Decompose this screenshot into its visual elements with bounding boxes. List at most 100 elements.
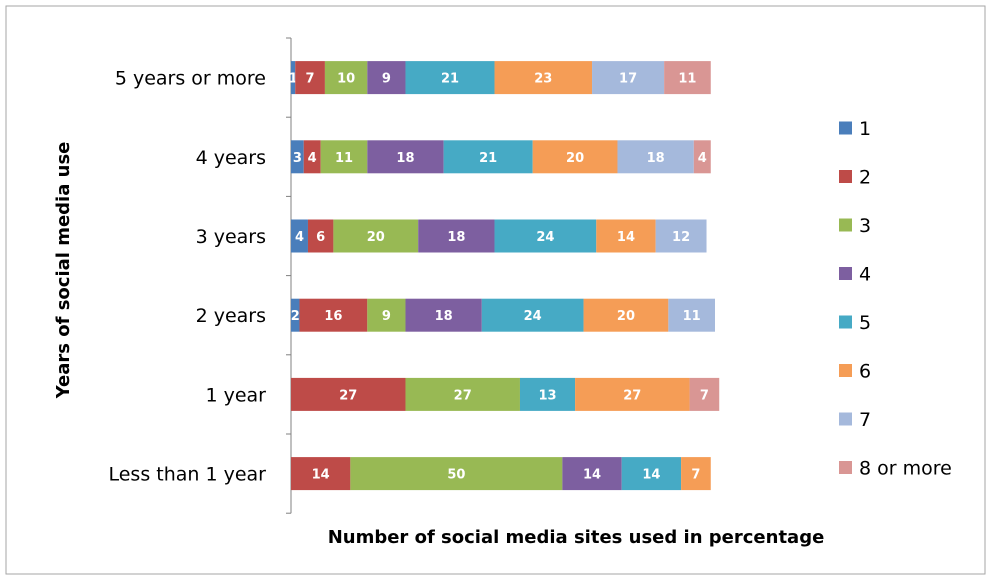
- bar-segment: [291, 377, 406, 411]
- data-label: 9: [382, 72, 391, 87]
- bar-segment: [481, 298, 584, 332]
- bar-segment: [367, 61, 406, 95]
- bar-segment: [405, 61, 495, 95]
- bar-segment: [664, 61, 711, 95]
- category-label: 3 years: [196, 226, 266, 248]
- bars: 1 7 10 9 21 23 17 113 4 11 18 21 20 18 44 6 20 18 24 14 122 1…: [289, 61, 720, 491]
- legend-label: 2: [859, 167, 871, 189]
- data-label: 20: [367, 230, 385, 245]
- bar-segment: [443, 140, 533, 174]
- bar-segment: [405, 377, 520, 411]
- legend-label: 5: [859, 312, 871, 334]
- data-label: 20: [617, 309, 635, 324]
- bar-segment: [295, 61, 325, 95]
- legend-label: 7: [859, 409, 871, 431]
- data-label: 18: [647, 151, 665, 166]
- bar-segment: [693, 140, 711, 174]
- bar-segment: [320, 140, 368, 174]
- bar-segment: [418, 219, 495, 253]
- data-label: 17: [619, 72, 637, 87]
- data-label: 10: [337, 72, 355, 87]
- data-label: 7: [691, 468, 700, 483]
- bar-segment: [350, 457, 563, 491]
- legend-swatch: [839, 121, 852, 135]
- data-label: 7: [700, 388, 709, 403]
- legend-label: 4: [859, 264, 871, 286]
- category-label: Less than 1 year: [108, 464, 266, 486]
- bar-segment: [681, 457, 711, 491]
- legend-label: 1: [859, 118, 871, 140]
- data-label: 1: [289, 72, 298, 87]
- data-label: 14: [312, 468, 330, 483]
- bar-segment: [494, 61, 593, 95]
- bar-segment: [583, 298, 669, 332]
- data-label: 27: [339, 388, 357, 403]
- bar-segment: [291, 298, 300, 332]
- bar-segment: [668, 298, 715, 332]
- data-label: 18: [435, 309, 453, 324]
- bar-segment: [291, 219, 308, 253]
- bar-segment: [519, 377, 576, 411]
- data-label: 24: [524, 309, 542, 324]
- bar-segment: [575, 377, 690, 411]
- data-label: 4: [698, 151, 707, 166]
- data-label: 12: [672, 230, 690, 245]
- legend-swatch: [839, 461, 852, 474]
- data-label: 14: [583, 468, 601, 483]
- data-label: 16: [324, 309, 342, 324]
- bar-segment: [494, 219, 597, 253]
- bar-segment: [621, 457, 682, 491]
- bar-segment: [367, 140, 444, 174]
- data-label: 11: [335, 151, 353, 166]
- bar-segment: [291, 61, 296, 95]
- bar-segment: [291, 140, 304, 174]
- data-label: 14: [642, 468, 660, 483]
- legend-swatch: [839, 364, 852, 377]
- bar-segment: [324, 61, 368, 95]
- data-label: 4: [308, 151, 317, 166]
- category-label: 4 years: [196, 147, 266, 169]
- legend-swatch: [839, 218, 852, 232]
- data-label: 21: [441, 72, 459, 87]
- data-label: 3: [293, 151, 302, 166]
- category-label: 5 years or more: [115, 68, 266, 90]
- data-label: 2: [291, 309, 300, 324]
- bar-segment: [655, 219, 707, 253]
- data-label: 14: [617, 230, 635, 245]
- data-label: 27: [623, 388, 641, 403]
- data-label: 7: [306, 72, 315, 87]
- bar-segment: [596, 219, 656, 253]
- bar-segment: [307, 219, 334, 253]
- data-label: 6: [316, 230, 325, 245]
- data-label: 18: [396, 151, 414, 166]
- legend: 1 2 3 4 5 6 7 8 or more: [839, 118, 952, 480]
- legend-swatch: [839, 170, 852, 183]
- legend-swatch: [839, 315, 852, 329]
- data-label: 24: [536, 230, 554, 245]
- data-label: 9: [382, 309, 391, 324]
- y-axis: [286, 37, 292, 514]
- data-label: 21: [479, 151, 497, 166]
- data-label: 11: [678, 72, 696, 87]
- x-axis-title: Number of social media sites used in per…: [328, 527, 825, 548]
- legend-label: 6: [859, 361, 871, 383]
- bar-segment: [532, 140, 618, 174]
- legend-swatch: [839, 412, 852, 426]
- bar-segment: [405, 298, 482, 332]
- category-label: 1 year: [205, 384, 266, 406]
- bar-segment: [291, 457, 351, 491]
- data-label: 27: [454, 388, 472, 403]
- data-label: 20: [566, 151, 584, 166]
- legend-swatch: [839, 267, 852, 280]
- data-label: 11: [683, 309, 701, 324]
- bar-segment: [689, 377, 720, 411]
- legend-label: 8 or more: [859, 458, 952, 480]
- bar-segment: [617, 140, 694, 174]
- category-labels: 5 years or more 4 years 3 years 2 years 1 ye…: [108, 68, 266, 486]
- bar-segment: [592, 61, 665, 95]
- category-label: 2 years: [196, 305, 266, 327]
- bar-segment: [299, 298, 368, 332]
- data-label: 50: [447, 468, 465, 483]
